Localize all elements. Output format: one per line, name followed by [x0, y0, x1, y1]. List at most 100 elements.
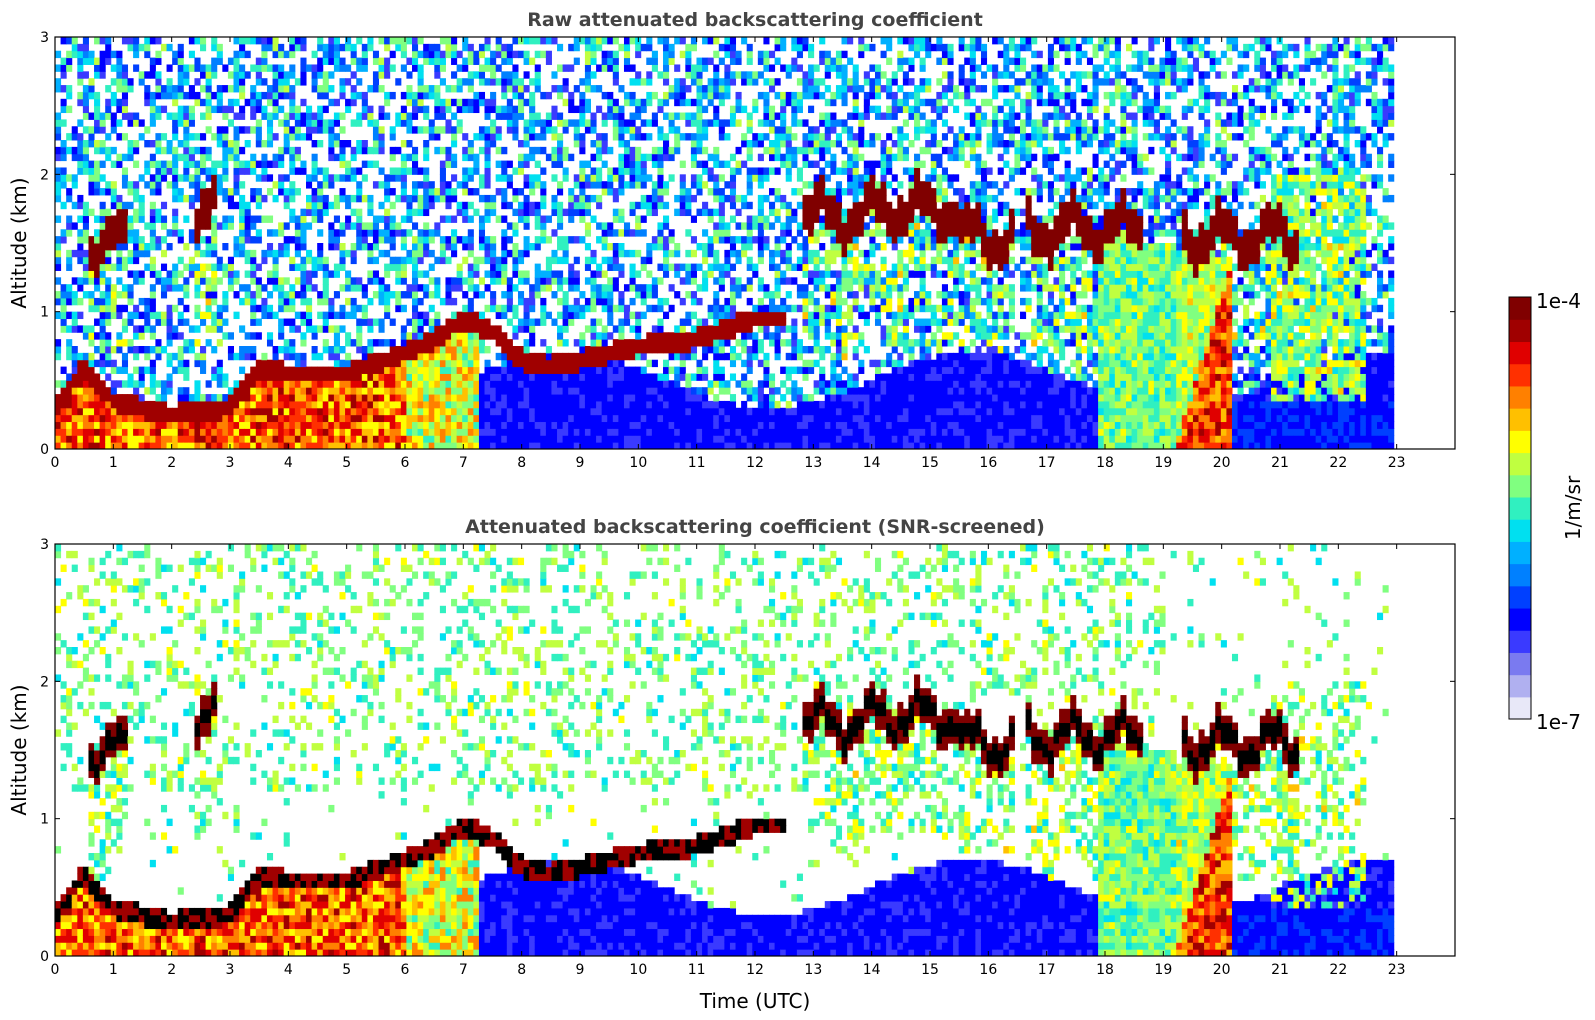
- heatmap-cell: [82, 332, 89, 340]
- heatmap-cell: [311, 407, 318, 416]
- heatmap-cell: [110, 435, 117, 443]
- heatmap-cell: [702, 407, 709, 416]
- heatmap-cell: [663, 442, 670, 449]
- heatmap-cell: [462, 243, 469, 251]
- heatmap-cell: [339, 263, 346, 271]
- heatmap-cell: [116, 194, 123, 203]
- heatmap-cell: [99, 222, 106, 230]
- heatmap-cell: [551, 359, 558, 368]
- heatmap-cell: [484, 181, 491, 189]
- heatmap-cell: [188, 146, 195, 155]
- heatmap-cell: [462, 373, 469, 381]
- heatmap-cell: [579, 400, 586, 409]
- heatmap-cell: [506, 112, 513, 120]
- heatmap-cell: [406, 442, 413, 449]
- heatmap-cell: [629, 167, 636, 175]
- heatmap-cell: [278, 222, 285, 230]
- heatmap-cell: [356, 325, 363, 333]
- heatmap-cell: [445, 325, 452, 333]
- heatmap-cell: [456, 284, 463, 292]
- heatmap-cell: [378, 181, 385, 189]
- heatmap-cell: [757, 284, 764, 292]
- heatmap-cell: [763, 373, 770, 381]
- heatmap-cell: [322, 311, 329, 320]
- heatmap-cell: [623, 229, 631, 237]
- heatmap-cell: [121, 181, 129, 189]
- heatmap-cell: [495, 133, 502, 141]
- heatmap-cell: [266, 414, 274, 423]
- heatmap-cell: [389, 188, 396, 196]
- heatmap-cell: [200, 188, 207, 196]
- heatmap-cell: [94, 105, 101, 114]
- heatmap-cell: [696, 297, 703, 306]
- heatmap-cell: [278, 414, 285, 423]
- heatmap-cell: [501, 414, 508, 423]
- heatmap-cell: [640, 201, 647, 210]
- heatmap-cell: [356, 64, 363, 72]
- heatmap-cell: [663, 270, 670, 278]
- heatmap-cell: [77, 394, 84, 402]
- heatmap-cell: [322, 208, 329, 217]
- heatmap-cell: [339, 64, 346, 72]
- heatmap-cell: [372, 352, 380, 361]
- heatmap-cell: [690, 297, 697, 306]
- heatmap-cell: [160, 160, 168, 168]
- heatmap-cell: [94, 140, 101, 148]
- heatmap-cell: [601, 421, 608, 429]
- heatmap-cell: [412, 352, 419, 361]
- heatmap-cell: [467, 277, 474, 285]
- heatmap-cell: [317, 37, 324, 45]
- heatmap-cell: [311, 352, 318, 361]
- heatmap-cell: [384, 435, 391, 443]
- heatmap-cell: [757, 311, 764, 320]
- heatmap-cell: [395, 414, 402, 423]
- heatmap-cell: [462, 37, 469, 45]
- heatmap-cell: [713, 229, 720, 237]
- heatmap-cell: [596, 43, 603, 52]
- heatmap-cell: [573, 435, 580, 443]
- heatmap-cell: [685, 435, 692, 443]
- heatmap-cell: [77, 160, 84, 168]
- heatmap-cell: [451, 37, 458, 45]
- heatmap-cell: [250, 37, 257, 45]
- heatmap-cell: [266, 85, 274, 93]
- heatmap-cell: [757, 297, 764, 306]
- heatmap-cell: [283, 407, 290, 416]
- heatmap-cell: [144, 400, 151, 409]
- heatmap-cell: [573, 236, 580, 244]
- heatmap-cell: [412, 249, 419, 258]
- heatmap-cell: [200, 318, 207, 326]
- heatmap-cell: [523, 236, 530, 244]
- heatmap-cell: [651, 64, 658, 72]
- heatmap-cell: [417, 249, 424, 258]
- heatmap-cell: [278, 394, 285, 402]
- heatmap-cell: [506, 284, 513, 292]
- heatmap-cell: [651, 236, 658, 244]
- heatmap-cell: [690, 112, 697, 120]
- heatmap-cell: [501, 346, 508, 354]
- heatmap-cell: [702, 229, 709, 237]
- heatmap-cell: [227, 201, 234, 210]
- heatmap-cell: [160, 201, 168, 210]
- heatmap-cell: [306, 277, 313, 285]
- heatmap-cell: [612, 380, 619, 388]
- heatmap-cell: [294, 407, 301, 416]
- heatmap-cell: [557, 352, 564, 361]
- heatmap-cell: [618, 140, 625, 148]
- heatmap-cell: [116, 229, 123, 237]
- heatmap-cell: [71, 373, 78, 381]
- heatmap-cell: [579, 78, 586, 86]
- heatmap-cell: [718, 215, 725, 223]
- heatmap-cell: [495, 373, 502, 381]
- heatmap-cell: [172, 277, 179, 285]
- heatmap-cell: [746, 332, 753, 340]
- heatmap-cell: [679, 421, 686, 429]
- heatmap-cell: [757, 140, 764, 148]
- heatmap-cell: [635, 105, 642, 114]
- heatmap-cell: [557, 407, 564, 416]
- heatmap-cell: [467, 428, 474, 436]
- heatmap-cell: [60, 140, 67, 148]
- heatmap-cell: [635, 380, 642, 388]
- heatmap-cell: [757, 153, 764, 162]
- heatmap-cell: [306, 414, 313, 423]
